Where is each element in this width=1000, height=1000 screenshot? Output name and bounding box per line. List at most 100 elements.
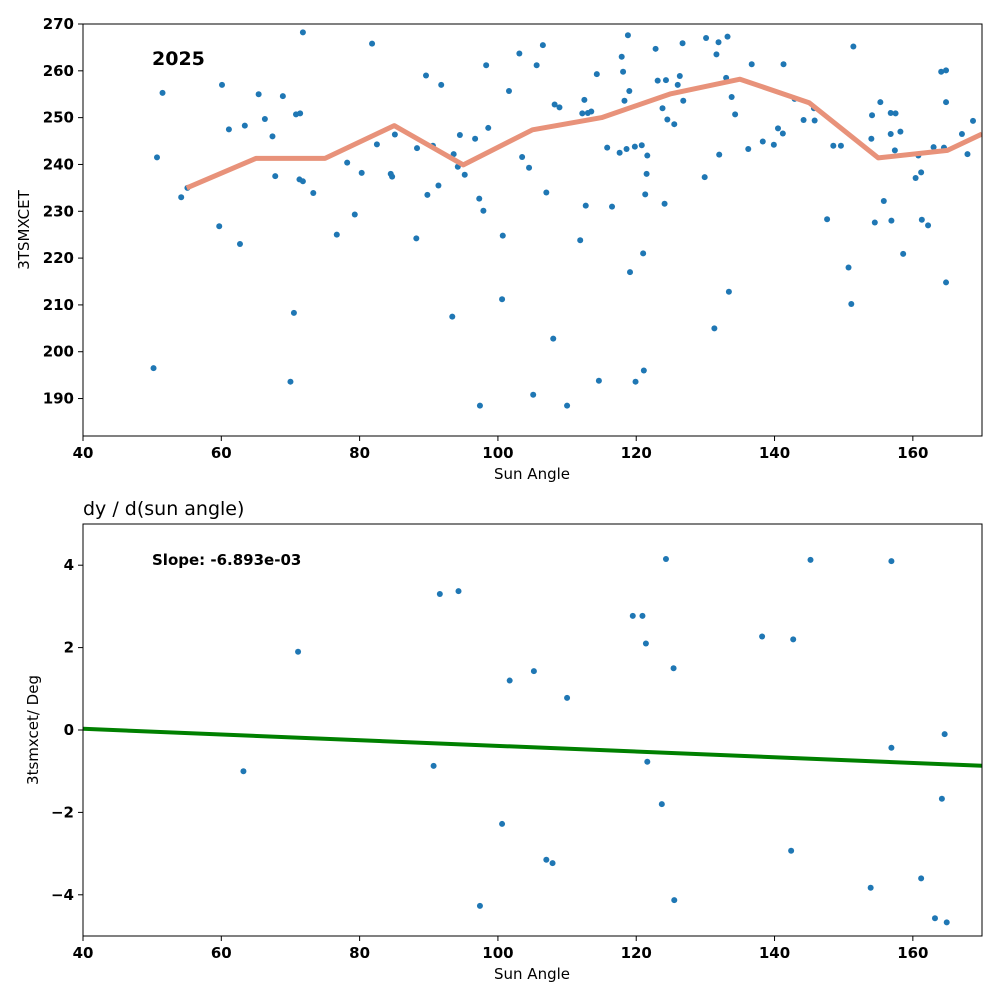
y-tick-label: 270 xyxy=(43,15,74,33)
data-point xyxy=(423,72,430,79)
axes-frame-top xyxy=(82,23,983,437)
data-point xyxy=(476,402,483,409)
chart-title-bottom: dy / d(sun angle) xyxy=(83,498,244,520)
data-point xyxy=(661,200,668,207)
y-tick-label: 4 xyxy=(64,556,74,574)
data-point xyxy=(543,189,550,196)
data-point xyxy=(888,744,895,751)
data-point xyxy=(800,116,807,123)
x-tick-label: 80 xyxy=(349,944,370,962)
data-point xyxy=(344,159,351,166)
slope-annotation: Slope: -6.893e-03 xyxy=(152,551,301,569)
data-point xyxy=(414,145,421,152)
x-axis-label-top: Sun Angle xyxy=(494,465,570,483)
data-point xyxy=(424,191,431,198)
data-point xyxy=(888,558,895,565)
data-point xyxy=(369,40,376,47)
data-point xyxy=(351,211,358,218)
data-point xyxy=(261,116,268,123)
data-point xyxy=(745,146,752,153)
x-tick-label: 100 xyxy=(482,444,513,462)
data-point xyxy=(728,94,735,101)
data-point xyxy=(225,126,232,133)
x-axis-label-bottom: Sun Angle xyxy=(494,965,570,983)
data-point xyxy=(877,99,884,106)
data-point xyxy=(958,131,965,138)
data-point xyxy=(640,367,647,374)
data-point xyxy=(310,190,317,197)
data-point xyxy=(711,325,718,332)
y-tick-label: 240 xyxy=(43,155,74,173)
data-point xyxy=(623,146,630,153)
data-point xyxy=(938,795,945,802)
data-point xyxy=(373,141,380,148)
data-point xyxy=(150,365,157,372)
y-axis-label-bottom: 3tsmxcet/ Deg xyxy=(24,675,42,785)
data-point xyxy=(938,68,945,75)
data-point xyxy=(549,860,556,867)
data-point xyxy=(918,216,925,223)
data-point xyxy=(790,636,797,643)
data-point xyxy=(887,109,894,116)
data-point xyxy=(642,191,649,198)
data-point xyxy=(703,35,710,42)
data-point xyxy=(824,216,831,223)
data-point xyxy=(299,178,306,185)
data-point xyxy=(943,919,950,926)
data-point xyxy=(595,377,602,384)
x-tick-label: 160 xyxy=(897,444,928,462)
x-tick-label: 40 xyxy=(73,944,94,962)
data-point xyxy=(732,111,739,118)
x-tick-label: 140 xyxy=(759,944,790,962)
data-point xyxy=(654,77,661,84)
fit-line xyxy=(83,726,982,768)
data-point xyxy=(272,173,279,180)
data-point xyxy=(643,170,650,177)
data-point xyxy=(779,130,786,137)
y-tick-label: 2 xyxy=(64,639,74,657)
x-tick-label: 80 xyxy=(349,444,370,462)
data-point xyxy=(295,648,302,655)
data-point xyxy=(662,556,669,563)
data-point xyxy=(640,250,647,257)
data-point xyxy=(644,758,651,765)
data-point xyxy=(551,101,558,108)
data-point xyxy=(715,39,722,46)
y-tick-label: 250 xyxy=(43,109,74,127)
data-point xyxy=(579,110,586,117)
data-point xyxy=(472,135,479,142)
y-tick-label: −4 xyxy=(51,886,74,904)
data-point xyxy=(759,633,766,640)
data-point xyxy=(943,67,950,74)
y-tick-label: 0 xyxy=(64,721,74,739)
data-point xyxy=(299,29,306,36)
data-point xyxy=(780,61,787,68)
data-point xyxy=(456,131,463,138)
plot-area-top: 40 60 80 100 120 140 160 190 200 210 220 230 240 250 2… xyxy=(43,15,929,462)
y-tick-label: 210 xyxy=(43,296,74,314)
data-point xyxy=(679,40,686,47)
data-point xyxy=(389,173,396,180)
data-point xyxy=(159,89,166,96)
data-point xyxy=(629,612,636,619)
data-point xyxy=(564,402,571,409)
data-point xyxy=(218,81,225,88)
data-point xyxy=(430,762,437,769)
data-point xyxy=(774,125,781,132)
data-point xyxy=(848,300,855,307)
data-point xyxy=(871,219,878,226)
data-point xyxy=(455,588,462,595)
data-point xyxy=(930,144,937,151)
scatter-chart-top: 40 60 80 100 120 140 160 190 200 210 220 230 240 250 2… xyxy=(15,15,983,483)
data-point xyxy=(483,62,490,69)
data-point xyxy=(724,33,731,40)
data-point xyxy=(642,640,649,647)
data-point xyxy=(830,142,837,149)
x-tick-label: 140 xyxy=(759,444,790,462)
data-point xyxy=(438,81,445,88)
data-point xyxy=(759,138,766,145)
data-point xyxy=(241,122,248,129)
data-point xyxy=(593,71,600,78)
x-tick-label: 160 xyxy=(897,944,928,962)
